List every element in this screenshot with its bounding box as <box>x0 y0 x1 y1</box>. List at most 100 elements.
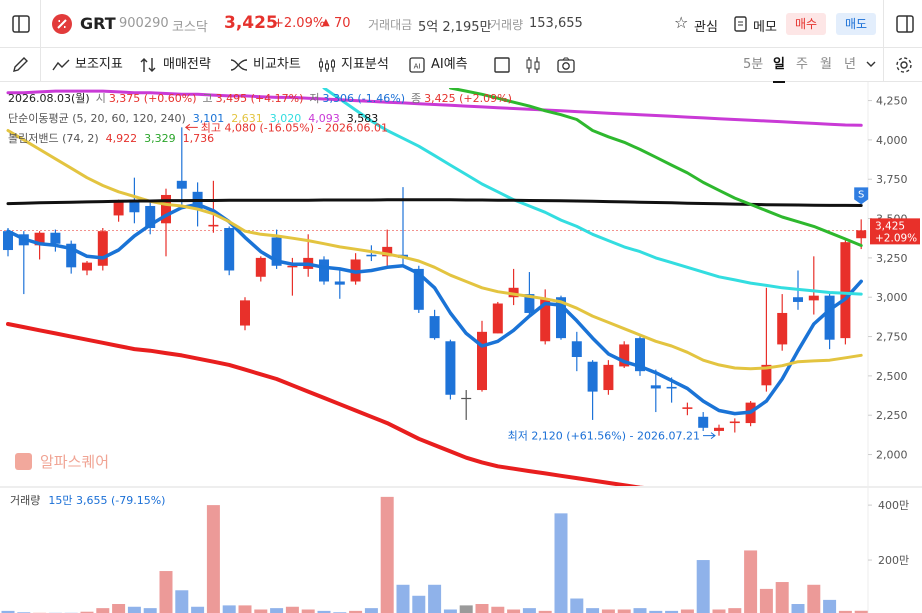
tool[interactable]: AI AI예측 <box>408 48 468 82</box>
period-menu-icon[interactable] <box>866 60 876 68</box>
market: 코스닥 <box>172 20 208 35</box>
draw-icon[interactable] <box>11 56 29 74</box>
volume-bar <box>807 584 821 613</box>
candle-body <box>50 232 61 244</box>
candle-body <box>145 205 156 229</box>
volume-bar <box>96 608 110 613</box>
candle-body <box>34 232 45 246</box>
volume-bar <box>633 608 647 613</box>
candle-body <box>508 287 519 298</box>
volume: 153,655 <box>529 16 583 31</box>
candle-body <box>176 180 187 189</box>
candle-body <box>255 257 266 277</box>
candle-body <box>66 243 77 268</box>
candle-body <box>587 361 598 392</box>
candle-body <box>698 416 709 428</box>
indicator-line <box>6 202 863 416</box>
ohlc-info: 2026.08.03(월) 시 3,375 (+0.60%) 고 3,495 (+4.1… <box>8 92 512 105</box>
candle-body <box>492 303 503 334</box>
period[interactable]: 월 <box>820 57 832 72</box>
settings-icon[interactable] <box>895 56 913 74</box>
tool[interactable]: 비교차트 <box>230 48 301 82</box>
volume-bar <box>222 605 236 613</box>
ohlc-value: 3,306 (-1.46%) <box>323 92 405 105</box>
layout-icon[interactable] <box>494 57 510 73</box>
star-icon[interactable]: ☆ <box>674 13 689 32</box>
header: GRT 900290 코스닥 3,425 +2.09% ▲ 70 거래대금 5억… <box>0 0 922 48</box>
trade-value: 5억 2,195만 <box>418 20 492 35</box>
candle-body <box>319 259 329 282</box>
period[interactable]: 일 <box>773 48 785 83</box>
bb-legend-value: 1,736 <box>183 132 215 145</box>
volume-tick-label: 200만 <box>878 554 909 567</box>
candle-body <box>729 421 740 424</box>
ma-legend-value: 3,020 <box>270 112 302 125</box>
candle-body <box>334 281 345 285</box>
tool[interactable]: 매매전략 <box>140 48 211 82</box>
tool[interactable]: 보조지표 <box>52 48 123 82</box>
bb-legend-title: 볼린저밴드 (74, 2) <box>8 132 99 145</box>
candle-body <box>113 201 124 216</box>
signal-badge <box>854 187 869 205</box>
volume-bar <box>507 609 521 613</box>
ohlc-label: 시 <box>96 92 106 105</box>
volume-bar <box>554 513 568 613</box>
tool-label: AI예측 <box>431 57 468 72</box>
candle-body <box>382 246 393 257</box>
candle-body <box>208 224 219 227</box>
y-tick-label: 2,250 <box>876 409 908 422</box>
ma-legend-value: 2,631 <box>231 112 263 125</box>
volume-bar <box>206 505 220 613</box>
volume-bar <box>380 496 394 613</box>
date: 2026.08.03(월) <box>8 92 90 105</box>
candle-body <box>97 231 108 266</box>
candle-body <box>271 237 282 266</box>
min-annotation: 최저 2,120 (+61.56%) - 2026.07.21 <box>508 430 700 443</box>
y-tick-label: 4,250 <box>876 95 908 108</box>
volume-tick-label: 400만 <box>878 499 909 512</box>
up-arrow: ▲ <box>322 17 330 28</box>
ohlc-label: 고 <box>203 92 213 105</box>
memo-button[interactable]: 메모 <box>753 20 777 35</box>
toolbar: 보조지표 매매전략 비교차트 지표분석 AI AI예측 5분 일 주 월 년 <box>0 48 922 83</box>
candle-body <box>524 294 535 313</box>
chart-type-icon[interactable] <box>525 56 541 74</box>
period[interactable]: 5분 <box>743 57 764 72</box>
volume-bar <box>586 608 600 613</box>
panel-icon[interactable] <box>896 15 914 33</box>
chart: 알파스퀘어2,0002,2502,5002,7503,0003,2503,500… <box>0 82 922 613</box>
tool-icon <box>52 59 70 71</box>
ohlc-value: 3,375 (+0.60%) <box>109 92 197 105</box>
camera-icon[interactable] <box>557 57 575 73</box>
candle-body <box>824 295 835 340</box>
tool-label: 비교차트 <box>253 57 301 72</box>
period[interactable]: 주 <box>796 57 808 72</box>
volume-bar <box>254 609 268 613</box>
volume-title: 거래량 <box>10 494 40 507</box>
tool[interactable]: 지표분석 <box>318 48 389 82</box>
candle-body <box>82 262 92 271</box>
buy-button[interactable]: 매수 <box>786 13 827 35</box>
volume-bar <box>270 608 284 613</box>
volume-bar <box>728 608 742 613</box>
candle-body <box>666 386 677 389</box>
candle-body <box>461 397 472 400</box>
volume-bar <box>80 611 94 613</box>
trade-value-label: 거래대금 <box>368 18 413 32</box>
stock-logo <box>52 14 72 34</box>
bb-legend-value: 4,922 <box>106 132 138 145</box>
sidebar-icon[interactable] <box>12 15 30 33</box>
volume-bar <box>175 590 189 613</box>
volume-bar <box>570 598 584 613</box>
ohlc-value: 3,495 (+4.17%) <box>216 92 304 105</box>
sell-button[interactable]: 매도 <box>836 13 877 35</box>
ma-legend-value: 4,093 <box>308 112 340 125</box>
volume-bars <box>1 496 868 613</box>
indicator-line <box>322 88 863 296</box>
memo-icon[interactable] <box>734 16 747 32</box>
price-tag <box>870 218 920 245</box>
ticker: GRT <box>80 14 116 33</box>
watch-button[interactable]: 관심 <box>694 20 718 35</box>
bb-legend-value: 3,329 <box>144 132 176 145</box>
period[interactable]: 년 <box>844 57 856 72</box>
